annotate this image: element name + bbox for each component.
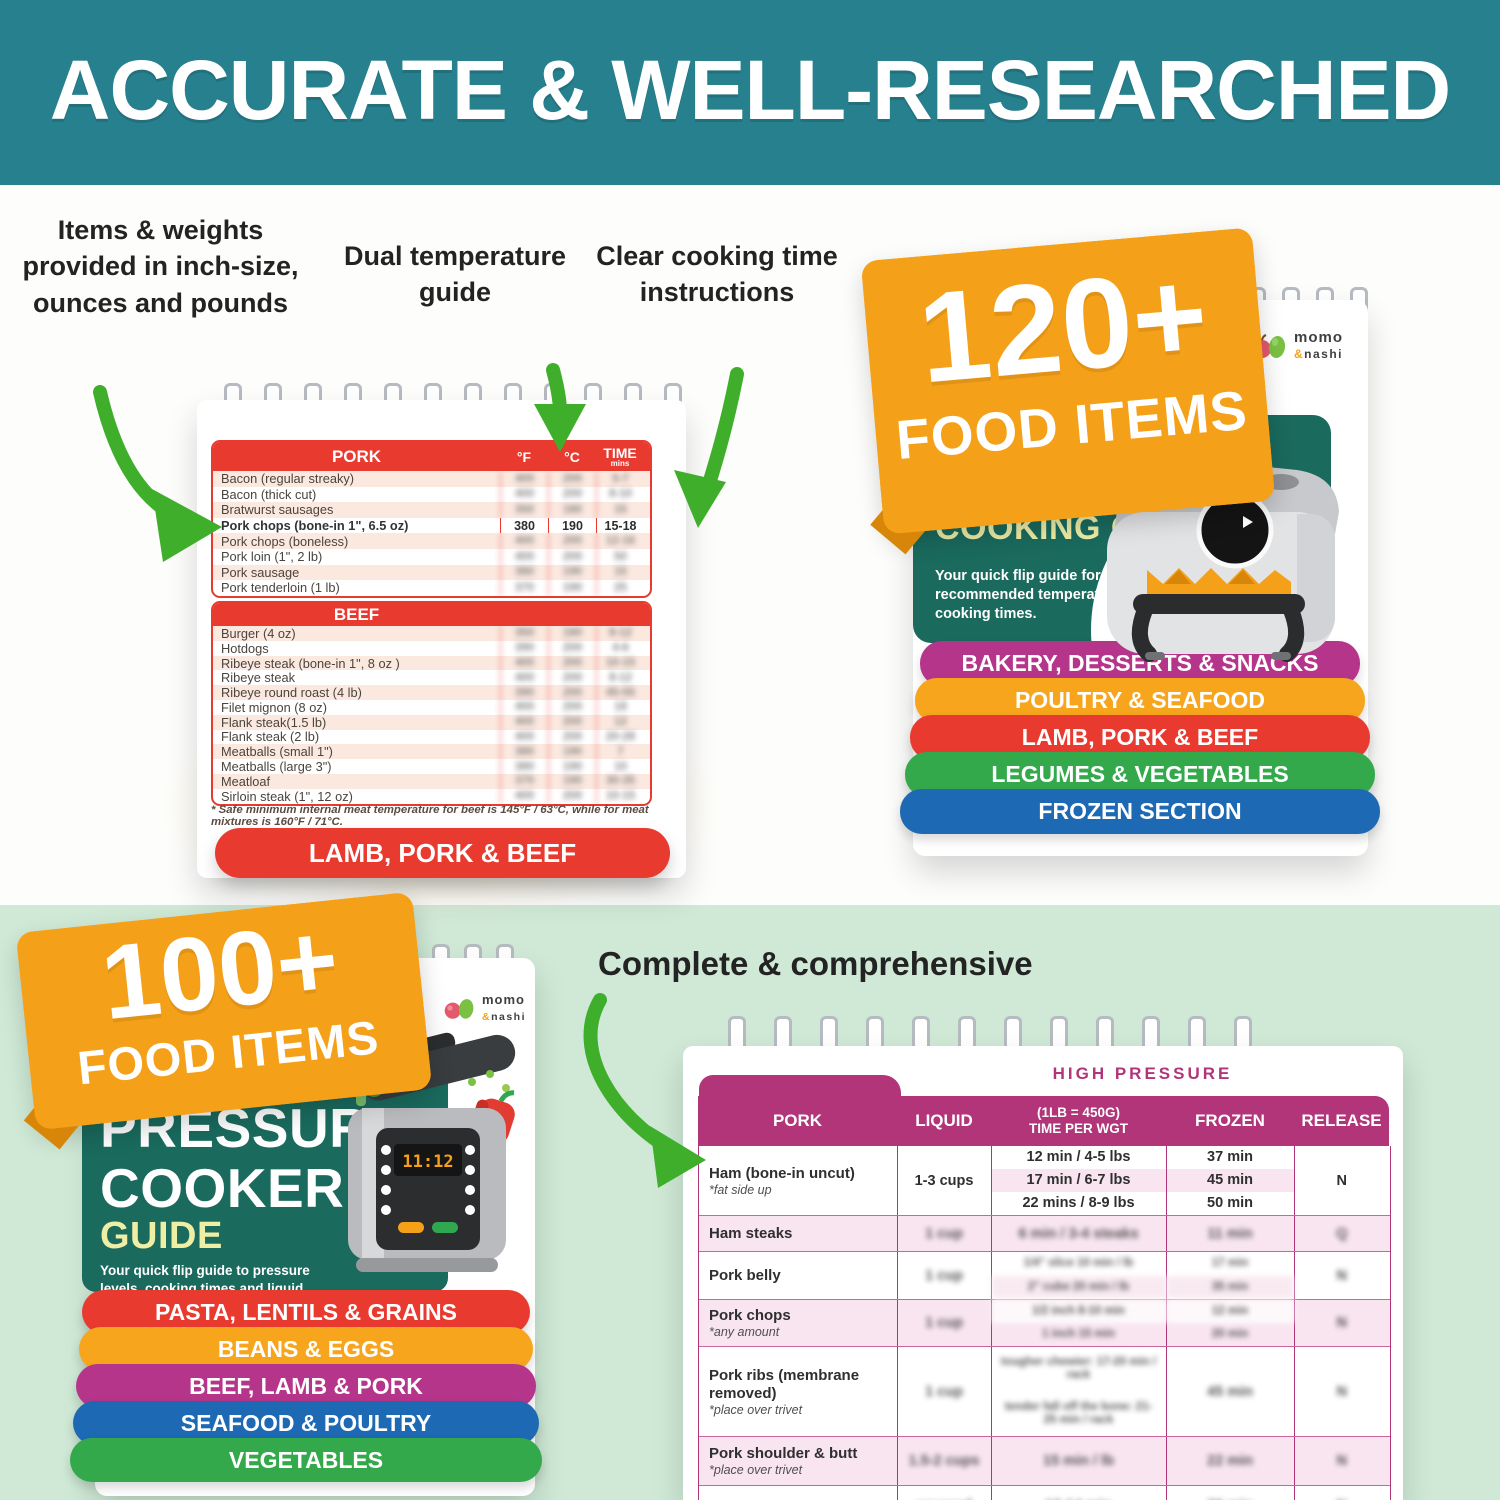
brand-momo: momo [482, 992, 525, 1007]
table-row: Filet mignon (8 oz) 400 200 18 [213, 700, 650, 715]
table-row-ham-steaks: Ham steaks 1 cup 6 min / 3-4 steaks 11 m… [699, 1216, 1390, 1252]
table-row-pork-shoulder: Pork shoulder & butt *place over trivet 1… [699, 1437, 1390, 1486]
table-row-pork-ribs: Pork ribs (membrane removed) *place over … [699, 1347, 1390, 1437]
food-items-badge-120: 120+ FOOD ITEMS [860, 227, 1276, 555]
pressure-tab-beef-lamb: BEEF, LAMB & PORK [76, 1364, 536, 1408]
table-row: Flank steak (2 lb) 400 200 20-28 [213, 729, 650, 744]
table-row: Ribeye steak 400 200 8-12 [213, 670, 650, 685]
table-row: Bacon (regular streaky) 400 200 5-7 [213, 471, 650, 487]
annotation-complete-comprehensive: Complete & comprehensive [598, 945, 1033, 982]
svg-text:11:12: 11:12 [402, 1152, 453, 1172]
brand-momo: momo [1294, 329, 1343, 346]
fahrenheit-column-header: °F [516, 448, 532, 465]
beef-header-label: BEEF [333, 604, 380, 624]
food-items-badge-100: 100+ FOOD ITEMS [15, 891, 433, 1150]
table-row-pork-chops: Pork chops *any amount 1 cup 1/2 inch 8-1… [699, 1300, 1390, 1347]
momo-nashi-fruit-icon [444, 999, 474, 1019]
header-banner: ACCURATE & WELL-RESEARCHED [0, 0, 1500, 185]
col-header-time: (1LB = 450G) TIME PER WGT [1029, 1105, 1128, 1136]
table-row-ham-bone-in: Ham (bone-in uncut) *fat side up 1-3 cups… [699, 1146, 1390, 1216]
airfryer-tab-frozen: FROZEN SECTION [900, 789, 1380, 834]
table-row: Ribeye round roast (4 lb) 390 200 45-55 [213, 685, 650, 700]
pressure-tagline: Your quick flip guide to pressure levels… [100, 1263, 310, 1292]
pressure-tab-seafood: SEAFOOD & POULTRY [73, 1401, 539, 1445]
pressure-title-line3: GUIDE [100, 1215, 223, 1257]
table-row: Sirloin steak (1", 12 oz) 400 200 10-15 [213, 789, 650, 804]
table-row: Meatballs (large 3") 380 190 10 [213, 759, 650, 774]
annotation-items-weights: Items & weights provided in inch-size, o… [22, 215, 299, 318]
beef-table: BEEF Burger (4 oz) 350 180 8-12 Hotdogs 390 2… [211, 601, 652, 806]
beef-footnote: * Safe minimum internal meat temperature… [211, 804, 649, 828]
table-row: Burger (4 oz) 350 180 8-12 [213, 626, 650, 641]
col-header-frozen: FROZEN [1195, 1111, 1265, 1130]
brand-logo: momo &nashi [442, 992, 526, 1024]
pressure-tab-vegetables: VEGETABLES [70, 1438, 542, 1482]
brand-logo: momo &nashi [1250, 330, 1343, 362]
pressure-tab-pasta: PASTA, LENTILS & GRAINS [82, 1290, 530, 1334]
col-header-liquid: LIQUID [915, 1111, 973, 1130]
pressure-title-line2: COOKER [100, 1157, 345, 1219]
table-row: Pork sausage 380 190 15 [213, 564, 650, 581]
airfryer-tagline: Your quick flip guide for recommended te… [935, 568, 1145, 622]
brand-nashi: &nashi [482, 1011, 527, 1023]
high-pressure-label: HIGH PRESSURE [1052, 1064, 1233, 1083]
table-row: Pork chops (boneless) 400 200 12-16 [213, 533, 650, 549]
brand-nashi: &nashi [1294, 347, 1344, 361]
table-row: Pork loin (1", 2 lb) 400 200 50 [213, 548, 650, 565]
annotation-dual-temperature: Dual temperature guide [343, 241, 567, 308]
table-row: Bratwurst sausages 350 180 15 [213, 502, 650, 518]
table-row: Meatballs (small 1") 380 190 7 [213, 744, 650, 759]
page-title: ACCURATE & WELL-RESEARCHED [49, 43, 1451, 137]
airfryer-chart-page: PORK °F °C TIME mins Bacon (regular strea… [197, 400, 686, 878]
celsius-column-header: °C [564, 448, 580, 465]
flipchart-section-tab: LAMB, PORK & BEEF [215, 828, 670, 878]
table-row: Ribeye steak (bone-in 1", 8 oz ) 400 200 10… [213, 656, 650, 671]
table-row: Hotdogs 390 200 4-6 [213, 641, 650, 656]
annotation-clear-cooking-time: Clear cooking time instructions [596, 241, 838, 308]
pork-table-header: PORK °F °C TIME mins [213, 442, 650, 471]
col-header-pork: PORK [772, 1111, 823, 1130]
table-row-pork-belly: Pork belly 1 cup 1/4" slice 10 min / lb … [699, 1252, 1390, 1300]
pork-table: PORK °F °C TIME mins Bacon (regular strea… [211, 440, 652, 598]
col-header-release: RELEASE [1301, 1111, 1382, 1130]
air-fryer-illustration [1107, 458, 1339, 662]
table-row: Flank steak(1.5 lb) 400 200 12 [213, 715, 650, 730]
pressure-table-rows: Ham (bone-in uncut) *fat side up 1-3 cups… [698, 1146, 1391, 1500]
table-row-highlighted: Pork chops (bone-in 1", 6.5 oz) 380 190 15-… [213, 517, 650, 534]
time-column-header: TIME mins [603, 445, 637, 468]
table-row: Meatloaf 370 190 30-35 [213, 774, 650, 789]
beef-table-header: BEEF [213, 603, 650, 626]
table-row: Pork tenderloin (1 lb) 370 190 25 [213, 580, 650, 596]
table-row-sausages: Sausages covered 12-14 min 20 min N [699, 1486, 1390, 1500]
pressure-table-header: PORK LIQUID (1LB = 450G) TIME PER WGT FRO… [698, 1096, 1389, 1146]
pressure-tab-beans: BEANS & EGGS [79, 1327, 533, 1371]
pork-header-label: PORK [331, 446, 382, 466]
table-row: Bacon (thick cut) 400 200 8-10 [213, 486, 650, 503]
